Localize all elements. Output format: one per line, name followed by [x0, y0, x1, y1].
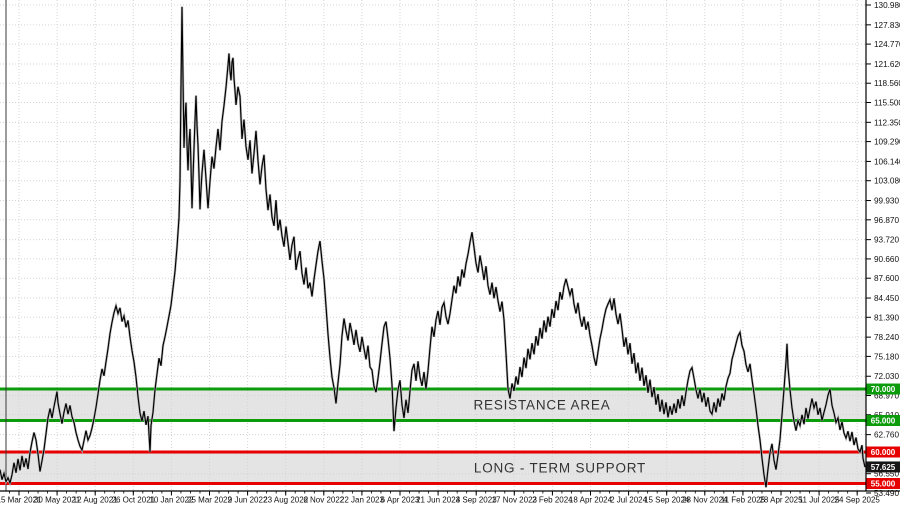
y-axis-label: 103.080 — [874, 177, 900, 186]
y-axis-label: 72.030 — [874, 372, 899, 381]
x-axis-label: 28 Apr 2025 — [759, 496, 803, 505]
x-axis-label: 23 Aug 2022 — [263, 496, 308, 505]
x-axis-label: 18 Apr 2024 — [569, 496, 613, 505]
y-axis-label: 87.600 — [874, 274, 899, 283]
y-axis-label: 99.930 — [874, 197, 899, 206]
x-axis-label: 30 May 2021 — [34, 496, 81, 505]
x-axis-label: 28 Nov 2024 — [682, 496, 728, 505]
x-axis-label: 12 Aug 2021 — [73, 496, 118, 505]
y-axis-label: 68.970 — [874, 392, 899, 401]
y-axis-label: 78.240 — [874, 333, 899, 342]
x-axis-label: 6 Nov 2022 — [303, 496, 344, 505]
x-axis-label: 2 Jul 2024 — [610, 496, 647, 505]
x-axis-label: 24 Sep 2025 — [835, 496, 881, 505]
x-axis-label: 25 Mar 2022 — [187, 496, 232, 505]
price-badge-value: 57.625 — [871, 463, 896, 472]
y-axis-label: 115.500 — [874, 98, 900, 107]
price-badge — [866, 446, 900, 458]
y-axis-label: 93.720 — [874, 236, 899, 245]
x-axis-label: 9 Jun 2022 — [228, 496, 268, 505]
y-axis-label: 130.980 — [874, 1, 900, 10]
price-badge-value: 55.000 — [871, 479, 896, 488]
x-axis-label: 6 Apr 2023 — [381, 496, 420, 505]
x-axis-label: 15 Mar 2021 — [0, 496, 42, 505]
x-axis-label: 15 Sep 2024 — [644, 496, 690, 505]
x-axis-label: 11 Jul 2025 — [799, 496, 840, 505]
y-axis-label: 53.490 — [874, 489, 899, 498]
y-axis-label: 112.350 — [874, 118, 900, 127]
x-axis-label: 2 Feb 2024 — [532, 496, 573, 505]
x-axis-label: 21 Jun 2023 — [416, 496, 461, 505]
y-axis-label: 106.140 — [874, 157, 900, 166]
support-area-label: LONG - TERM SUPPORT — [473, 460, 647, 476]
price-badge — [866, 461, 900, 473]
y-axis-label: 121.620 — [874, 60, 900, 69]
support-zone — [0, 452, 866, 484]
y-axis-label: 118.560 — [874, 79, 900, 88]
price-badge — [866, 415, 900, 427]
price-line — [0, 6, 866, 488]
y-axis-label: 84.450 — [874, 294, 899, 303]
y-axis-label: 90.660 — [874, 255, 899, 264]
price-badge-value: 70.000 — [871, 385, 896, 394]
resistance-area-label: RESISTANCE AREA — [473, 397, 611, 413]
y-axis-label: 56.550 — [874, 470, 899, 479]
y-axis-label: 75.180 — [874, 352, 899, 361]
x-axis-label: 11 Feb 2025 — [721, 496, 766, 505]
x-axis-label: 17 Nov 2023 — [492, 496, 538, 505]
price-badge — [866, 477, 900, 489]
price-badge-value: 60.000 — [871, 448, 896, 457]
x-axis-label: 22 Jan 2023 — [340, 496, 385, 505]
y-axis-label: 62.760 — [874, 431, 899, 440]
y-axis-label: 96.870 — [874, 216, 899, 225]
price-badge — [866, 383, 900, 395]
y-axis-label: 124.770 — [874, 40, 900, 49]
y-axis-label: 81.390 — [874, 313, 899, 322]
x-axis-label: 10 Jan 2022 — [149, 496, 194, 505]
resistance-zone — [0, 389, 866, 421]
x-axis-label: 4 Sep 2023 — [456, 496, 497, 505]
y-axis-label: 127.830 — [874, 21, 900, 30]
price-badge-value: 65.000 — [871, 417, 896, 426]
x-axis-label: 26 Oct 2021 — [112, 496, 156, 505]
y-axis-label: 109.290 — [874, 138, 900, 147]
